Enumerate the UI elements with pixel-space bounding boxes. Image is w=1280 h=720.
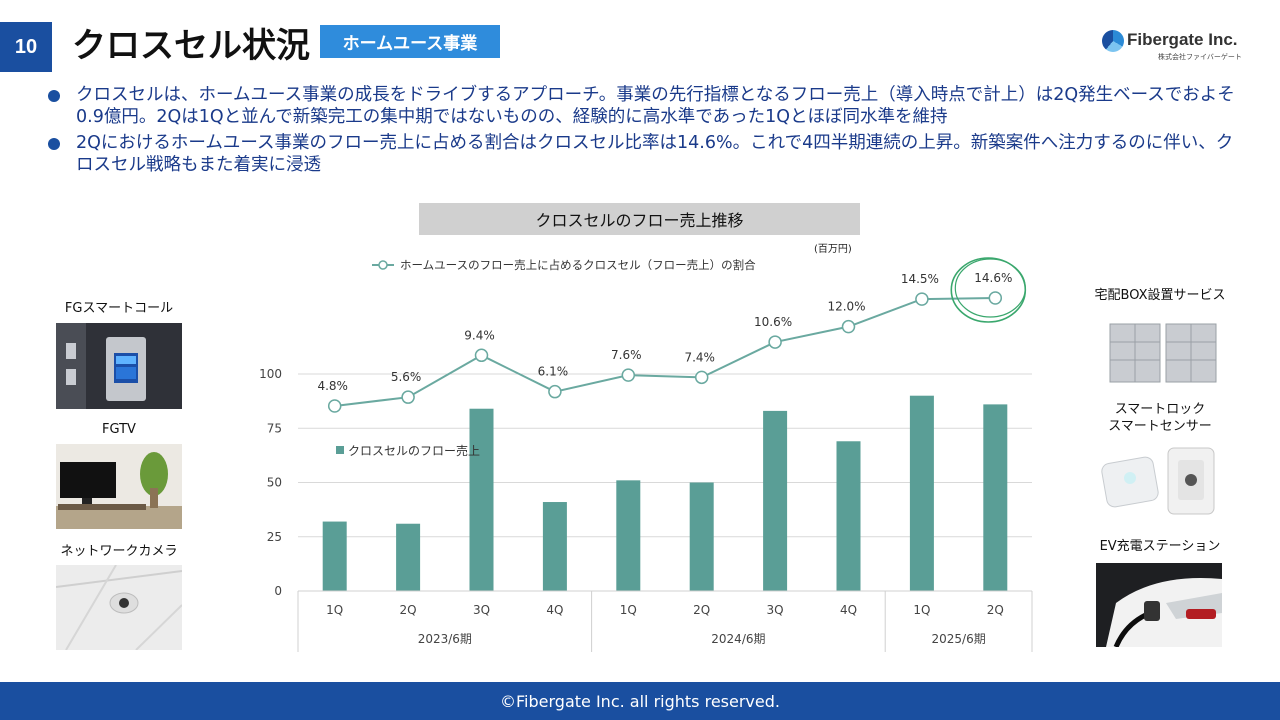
ratio-point [694, 370, 709, 385]
logo-subtitle: 株式会社ファイバーゲート [1158, 53, 1242, 61]
page-number: 10 [0, 22, 52, 72]
product-label-fg-smartcall: FGスマートコール [64, 301, 174, 316]
ratio-point [768, 335, 782, 349]
y-tick-label: 50 [267, 476, 282, 490]
smart-lock-photo [1100, 444, 1220, 520]
ratio-point [621, 368, 636, 382]
x-tick-label: 2Q [987, 603, 1004, 617]
x-tick-label: 4Q [546, 603, 563, 617]
company-logo: Fibergate Inc. 株式会社ファイバーゲート [1100, 28, 1250, 64]
legend-line-marker [378, 260, 388, 270]
delivery-box-photo [1108, 322, 1218, 384]
fg-smartcall-photo [56, 323, 182, 409]
ratio-data-label: 9.4% [464, 328, 495, 342]
segment-tag: ホームユース事業 [320, 25, 500, 58]
y-tick-label: 0 [274, 584, 282, 598]
bar [616, 480, 641, 591]
bar [983, 404, 1008, 591]
ratio-data-label: 12.0% [827, 300, 865, 314]
unit-label: (百万円) [814, 243, 852, 255]
bar [396, 523, 421, 591]
product-label-delivery-box: 宅配BOX設置サービス [1094, 288, 1226, 303]
ratio-point [474, 348, 489, 363]
x-tick-label: 1Q [913, 603, 930, 617]
highlight-circle [950, 257, 1027, 323]
bar [909, 395, 934, 591]
y-tick-label: 25 [267, 530, 282, 544]
y-tick-label: 75 [267, 421, 282, 435]
bullet-list: クロスセルは、ホームユース事業の成長をドライブするアプローチ。事業の先行指標とな… [48, 84, 1238, 180]
bullet-text: 2Qにおけるホームユース事業のフロー売上に占める割合はクロスセル比率は14.6%… [76, 133, 1234, 175]
ratio-point [988, 291, 1003, 305]
bullet-dot-icon [48, 90, 60, 102]
ratio-data-label: 14.5% [901, 272, 939, 286]
ratio-data-label: 7.6% [611, 348, 642, 362]
ratio-point [915, 292, 929, 306]
ratio-data-label: 7.4% [684, 350, 715, 364]
ratio-point [401, 390, 415, 404]
ratio-data-label: 5.6% [391, 370, 422, 384]
x-tick-label: 2Q [693, 603, 710, 617]
chart-title: クロスセルのフロー売上推移 [419, 203, 860, 235]
ratio-point [548, 384, 562, 399]
x-tick-label: 1Q [620, 603, 637, 617]
bullet-dot-icon [48, 138, 60, 150]
ev-charging-photo [1096, 563, 1222, 647]
x-tick-label: 2Q [400, 603, 417, 617]
ratio-point [327, 399, 342, 413]
network-camera-photo [56, 565, 182, 650]
x-group-label: 2023/6期 [418, 632, 472, 646]
ratio-data-label: 6.1% [538, 365, 569, 379]
ratio-data-label: 14.6% [974, 271, 1012, 285]
x-group-label: 2025/6期 [931, 632, 985, 646]
x-tick-label: 4Q [840, 603, 857, 617]
bullet-text: クロスセルは、ホームユース事業の成長をドライブするアプローチ。事業の先行指標とな… [76, 85, 1235, 127]
product-label-ev-charging: EV充電ステーション [1099, 539, 1221, 554]
product-label-smart-lock: スマートロック スマートセンサー [1108, 402, 1212, 434]
ratio-data-label: 10.6% [754, 315, 792, 329]
x-tick-label: 1Q [326, 603, 343, 617]
highlight-circle [954, 258, 1026, 318]
legend-bar-label: クロスセルのフロー売上 [348, 443, 480, 458]
logo-name: Fibergate Inc. [1127, 30, 1238, 49]
footer: ©Fibergate Inc. all rights reserved. [0, 682, 1280, 720]
x-tick-label: 3Q [473, 603, 490, 617]
y-tick-label: 100 [259, 367, 282, 381]
bar [836, 441, 861, 591]
product-label-network-camera: ネットワークカメラ [60, 544, 178, 559]
product-label-fgtv: FGTV [102, 422, 136, 437]
ratio-line [334, 297, 996, 407]
bar [469, 408, 494, 591]
fgtv-photo [56, 444, 182, 529]
bar [322, 521, 347, 591]
bar [763, 410, 788, 591]
bullet-item: 2Qにおけるホームユース事業のフロー売上に占める割合はクロスセル比率は14.6%… [48, 132, 1238, 176]
x-tick-label: 3Q [767, 603, 784, 617]
bar [689, 482, 714, 591]
bar [542, 502, 567, 591]
bullet-item: クロスセルは、ホームユース事業の成長をドライブするアプローチ。事業の先行指標とな… [48, 84, 1238, 128]
ratio-data-label: 4.8% [317, 379, 348, 393]
logo-mark-icon [1102, 30, 1124, 52]
x-group-label: 2024/6期 [711, 632, 765, 646]
ratio-point [841, 319, 856, 334]
page-title: クロスセル状況 [72, 26, 310, 66]
legend-line-label: ホームユースのフロー売上に占めるクロスセル（フロー売上）の割合 [400, 258, 756, 272]
legend-bar-swatch [336, 446, 344, 454]
